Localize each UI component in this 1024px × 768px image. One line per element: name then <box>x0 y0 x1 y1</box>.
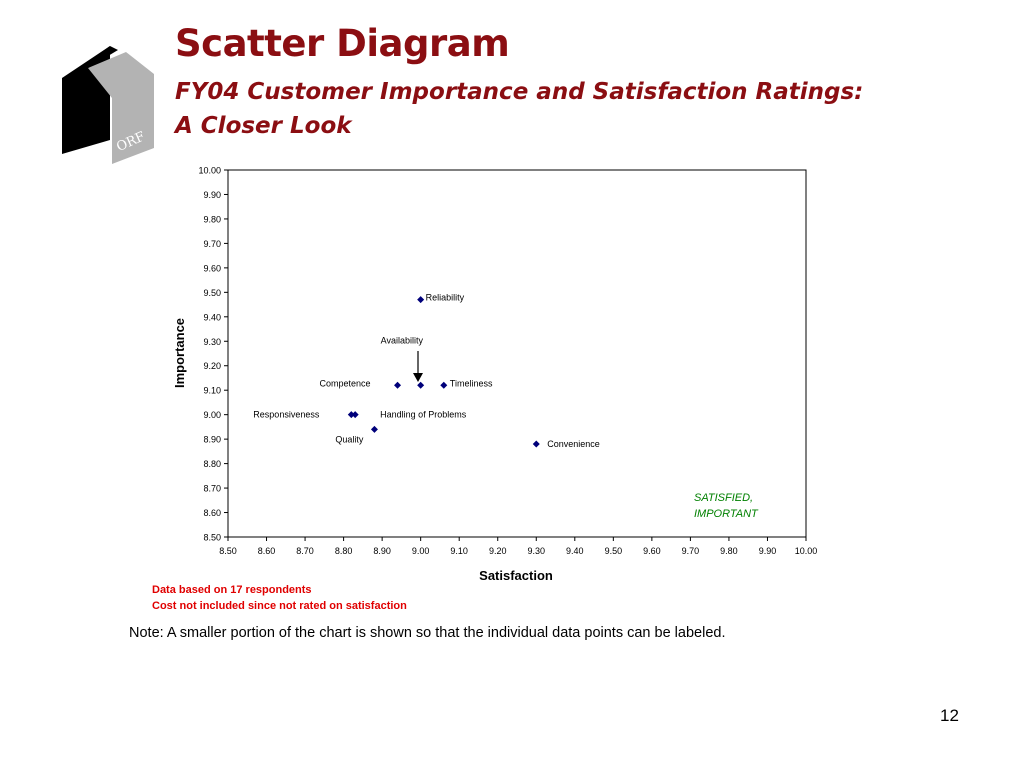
data-point-marker <box>532 440 540 448</box>
quadrant-label-line-2: IMPORTANT <box>694 508 759 520</box>
y-tick-label: 9.20 <box>203 361 221 371</box>
y-tick-label: 9.00 <box>203 410 221 420</box>
x-tick-label: 9.70 <box>682 546 700 556</box>
y-tick-label: 9.30 <box>203 337 221 347</box>
x-tick-label: 8.60 <box>258 546 276 556</box>
y-tick-label: 8.60 <box>203 508 221 518</box>
y-axis-title: Importance <box>172 318 187 388</box>
x-tick-label: 8.70 <box>296 546 314 556</box>
subtitle-line-2: A Closer Look <box>175 113 352 139</box>
point-label: Timeliness <box>450 378 493 388</box>
x-tick-label: 9.00 <box>412 546 430 556</box>
x-axis: 8.50 8.60 8.70 8.80 8.90 9.00 9.10 9.20 9.30 9.40… <box>219 537 817 556</box>
data-point-marker <box>394 381 402 389</box>
y-tick-label: 9.50 <box>203 288 221 298</box>
page-number: 12 <box>940 706 959 725</box>
orf-logo: ORF <box>62 46 154 164</box>
point-label: Availability <box>381 335 424 345</box>
x-tick-label: 9.60 <box>643 546 661 556</box>
logo-black-edge <box>82 46 118 68</box>
y-tick-label: 8.70 <box>203 484 221 494</box>
note-cost: Cost not included since not rated on sat… <box>152 600 407 612</box>
x-axis-title: Satisfaction <box>479 568 553 583</box>
y-tick-label: 9.10 <box>203 386 221 396</box>
point-label: Responsiveness <box>253 410 320 420</box>
data-notes: Data based on 17 respondents Cost not in… <box>152 582 407 614</box>
y-tick-label: 10.00 <box>198 166 221 176</box>
data-point-marker <box>417 381 425 389</box>
slide-title: Scatter Diagram <box>175 22 510 65</box>
availability-arrow-head <box>413 373 423 382</box>
x-tick-label: 9.90 <box>759 546 777 556</box>
x-tick-label: 9.80 <box>720 546 738 556</box>
point-label: Competence <box>320 378 371 388</box>
y-tick-label: 9.70 <box>203 239 221 249</box>
slide-subtitle: FY04 Customer Importance and Satisfactio… <box>175 75 863 143</box>
y-tick-label: 8.50 <box>203 533 221 543</box>
data-point-marker <box>347 411 355 419</box>
x-tick-label: 9.20 <box>489 546 507 556</box>
x-tick-label: 9.10 <box>450 546 468 556</box>
point-label: Reliability <box>426 293 465 303</box>
y-tick-label: 9.60 <box>203 263 221 273</box>
y-tick-label: 9.40 <box>203 312 221 322</box>
x-tick-label: 8.90 <box>373 546 391 556</box>
point-labels: Reliability Availability Competence Timelin… <box>253 293 600 449</box>
x-tick-label: 9.40 <box>566 546 584 556</box>
point-label: Handling of Problems <box>380 410 467 420</box>
data-point-marker <box>351 411 359 419</box>
data-points <box>347 296 540 448</box>
x-tick-label: 9.30 <box>528 546 546 556</box>
point-label: Convenience <box>547 439 600 449</box>
y-tick-label: 8.80 <box>203 459 221 469</box>
quadrant-label-line-1: SATISFIED, <box>694 492 753 504</box>
data-point-marker <box>417 296 425 304</box>
x-tick-label: 8.50 <box>219 546 237 556</box>
logo-grey-shape <box>88 52 154 164</box>
note-respondents: Data based on 17 respondents <box>152 584 312 596</box>
y-axis: 8.50 8.60 8.70 8.80 8.90 9.00 9.10 9.20 9.30 9.40… <box>198 166 228 543</box>
plot-area <box>227 169 807 538</box>
footnote: Note: A smaller portion of the chart is … <box>129 625 726 641</box>
y-tick-label: 9.90 <box>203 190 221 200</box>
x-tick-label: 9.50 <box>605 546 623 556</box>
x-tick-label: 10.00 <box>795 546 818 556</box>
subtitle-line-1: FY04 Customer Importance and Satisfactio… <box>175 79 864 105</box>
point-label: Quality <box>335 434 364 444</box>
data-point-marker <box>370 425 378 433</box>
x-tick-label: 8.80 <box>335 546 353 556</box>
y-tick-label: 8.90 <box>203 435 221 445</box>
y-tick-label: 9.80 <box>203 214 221 224</box>
data-point-marker <box>440 381 448 389</box>
